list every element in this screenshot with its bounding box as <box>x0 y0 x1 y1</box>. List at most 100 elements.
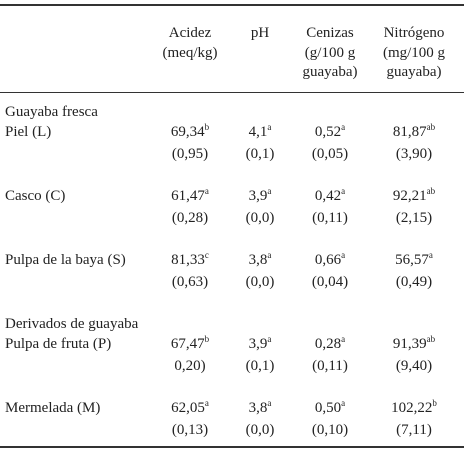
sd-cell: (0,95) <box>171 146 209 162</box>
value-cell: 0,52a <box>315 122 345 142</box>
significance: ab <box>426 186 436 196</box>
sd-cell: 0,20) <box>174 358 206 374</box>
value-cell: 0,28a <box>315 334 345 354</box>
significance: a <box>341 398 346 408</box>
group-title: Guayaba fresca <box>5 104 98 120</box>
header-cell: guayaba) <box>386 64 442 80</box>
value-cell: 91,39ab <box>393 334 435 354</box>
sd-cell: (7,11) <box>396 422 432 438</box>
value-cell: 102,22b <box>391 398 437 418</box>
significance: a <box>204 186 209 196</box>
significance: a <box>267 398 272 408</box>
value-cell: 3,9a <box>249 334 272 354</box>
value: 91,39 <box>392 336 427 352</box>
row-label: Mermelada (M) <box>5 400 101 416</box>
sd-cell: (0,11) <box>312 358 348 374</box>
sd-cell: (0,28) <box>171 210 209 226</box>
significance: a <box>341 334 346 344</box>
header-cell: Nitrógeno <box>383 25 445 41</box>
value: 62,05 <box>171 400 205 416</box>
value: 0,42 <box>314 188 342 204</box>
value: 0,28 <box>314 336 342 352</box>
significance: a <box>267 122 272 132</box>
sd-cell: (0,1) <box>245 358 275 374</box>
value-cell: 3,8a <box>249 250 272 270</box>
significance: a <box>267 186 272 196</box>
significance: a <box>341 250 346 260</box>
value-cell: 4,1a <box>249 122 272 142</box>
value: 61,47 <box>171 188 205 204</box>
value-cell: 92,21ab <box>393 186 435 206</box>
significance: a <box>341 122 346 132</box>
significance: b <box>204 334 210 344</box>
sd-cell: (0,04) <box>311 274 349 290</box>
header-cell: Acidez <box>168 25 212 41</box>
value: 69,34 <box>170 124 205 140</box>
top-rule <box>0 4 464 6</box>
value-cell: 3,8a <box>249 398 272 418</box>
header-rule <box>0 92 464 93</box>
sd-cell: (0,63) <box>171 274 209 290</box>
value: 92,21 <box>392 188 427 204</box>
significance: a <box>267 334 272 344</box>
value: 67,47 <box>170 336 205 352</box>
header-cell: (meq/kg) <box>162 44 218 61</box>
sd-cell: (0,13) <box>171 422 209 438</box>
value: 0,52 <box>314 124 342 140</box>
row-label: Piel (L) <box>5 124 52 140</box>
group-title: Derivados de guayaba <box>5 316 139 332</box>
header-cell: pH <box>250 25 270 41</box>
sd-cell: (9,40) <box>395 358 433 374</box>
value-cell: 0,42a <box>315 186 345 206</box>
value: 0,50 <box>314 400 342 416</box>
value: 102,22 <box>391 400 433 416</box>
value: 56,57 <box>395 252 429 268</box>
row-label: Pulpa de la baya (S) <box>5 252 126 268</box>
sd-cell: (0,1) <box>245 146 275 162</box>
value: 3,9 <box>248 188 268 204</box>
sd-cell: (2,15) <box>395 210 433 226</box>
value: 3,9 <box>248 336 268 352</box>
value: 3,8 <box>248 400 268 416</box>
significance: b <box>432 398 437 408</box>
significance: ab <box>426 334 436 344</box>
header-cell: (g/100 g <box>304 44 356 61</box>
sd-cell: (0,10) <box>311 422 349 438</box>
value-cell: 61,47a <box>171 186 209 206</box>
significance: a <box>204 398 209 408</box>
sd-cell: (0,49) <box>395 274 433 290</box>
bottom-rule <box>0 446 464 448</box>
significance: a <box>267 250 272 260</box>
value: 0,66 <box>314 252 342 268</box>
value: 4,1 <box>248 124 268 140</box>
value-cell: 81,87ab <box>393 122 435 142</box>
sd-cell: (0,11) <box>312 210 348 226</box>
row-label: Casco (C) <box>5 188 66 204</box>
significance: a <box>428 250 433 260</box>
value-cell: 0,66a <box>315 250 345 270</box>
significance: b <box>204 122 210 132</box>
value-cell: 56,57a <box>395 250 433 270</box>
significance: ab <box>426 122 436 132</box>
sd-cell: (0,0) <box>245 422 275 438</box>
significance: a <box>341 186 346 196</box>
significance: c <box>204 250 209 260</box>
value-cell: 69,34b <box>171 122 209 142</box>
row-label: Pulpa de fruta (P) <box>5 336 112 352</box>
header-cell: Cenizas <box>306 25 354 41</box>
value-cell: 62,05a <box>171 398 209 418</box>
value-cell: 0,50a <box>315 398 345 418</box>
value: 81,33 <box>171 252 205 268</box>
value-cell: 67,47b <box>171 334 209 354</box>
value: 3,8 <box>248 252 268 268</box>
value-cell: 3,9a <box>249 186 272 206</box>
header-cell: guayaba) <box>302 64 358 80</box>
value: 81,87 <box>392 124 427 140</box>
sd-cell: (3,90) <box>395 146 433 162</box>
header-cell: (mg/100 g <box>382 44 446 61</box>
sd-cell: (0,0) <box>245 274 275 290</box>
sd-cell: (0,0) <box>245 210 275 226</box>
sd-cell: (0,05) <box>311 146 349 162</box>
value-cell: 81,33c <box>171 250 209 270</box>
